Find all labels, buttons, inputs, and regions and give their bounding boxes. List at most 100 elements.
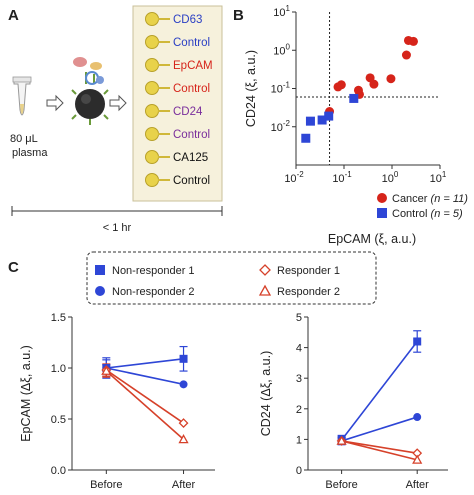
panel-c-letter: C — [8, 259, 19, 276]
data-point — [413, 413, 422, 422]
tube-volume-label: 80 μL — [10, 133, 38, 145]
x-tick-label: After — [406, 479, 430, 491]
chip-row-label: Control — [173, 37, 210, 49]
legend-control-label: Control (n = 5) — [392, 208, 463, 220]
data-point — [178, 418, 189, 428]
sensor-electrode-icon — [145, 12, 159, 26]
data-point — [179, 380, 188, 389]
sensor-electrode-icon — [145, 173, 159, 187]
y-axis-label: EpCAM (Δξ, a.u.) — [19, 345, 33, 442]
data-point — [412, 454, 423, 464]
panel-a-letter: A — [8, 7, 19, 24]
y-axis-label: CD24 (Δξ, a.u.) — [259, 351, 273, 437]
data-point — [101, 365, 112, 375]
data-point — [336, 435, 347, 445]
legend-label: Non-responder 2 — [112, 286, 195, 298]
sensor-electrode-icon — [145, 81, 159, 95]
panel-b-letter: B — [233, 7, 244, 24]
x-axis-label: EpCAM (ξ, a.u.) — [328, 232, 416, 246]
legend-marker — [258, 284, 272, 296]
time-scale-label: < 1 hr — [103, 222, 132, 234]
sensor-electrode-icon — [145, 104, 159, 118]
legend-marker — [259, 264, 271, 276]
control-point — [305, 116, 315, 126]
chip-row-label: Control — [173, 129, 210, 141]
bead-complex-icon — [71, 57, 109, 125]
sensor-electrode-icon — [145, 58, 159, 72]
cancer-point — [369, 79, 379, 89]
legend-label: Non-responder 1 — [112, 265, 195, 277]
legend-marker — [95, 265, 105, 275]
y-tick-label: 4 — [296, 343, 302, 355]
x-tick-label: Before — [90, 479, 122, 491]
control-point — [317, 115, 327, 125]
data-point — [179, 354, 188, 363]
y-tick-label: 2 — [296, 404, 302, 416]
chip-row-label: CA125 — [173, 152, 208, 164]
cancer-point — [401, 50, 411, 60]
legend-cancer-marker — [377, 193, 387, 203]
control-point — [301, 133, 311, 143]
series-line — [341, 416, 418, 442]
panel-a: A 80 μL plasma CD63 Control EpCAM Control CD… — [8, 5, 223, 234]
control-point — [324, 111, 334, 121]
series-line — [106, 367, 184, 386]
tube-sample-label: plasma — [12, 147, 48, 159]
series-line — [105, 369, 184, 424]
x-tick-label: After — [172, 479, 196, 491]
series-line — [105, 370, 185, 440]
y-tick-label: 5 — [296, 312, 302, 324]
y-tick-label: 1.5 — [51, 312, 66, 324]
legend-control-marker — [377, 208, 387, 218]
y-axis-label: CD24 (ξ, a.u.) — [244, 50, 258, 127]
chip-panel — [132, 5, 223, 202]
x-tick-label: 10-1 — [332, 170, 352, 185]
tube-icon — [12, 76, 32, 116]
legend-label: Responder 1 — [277, 265, 340, 277]
cancer-point — [408, 36, 418, 46]
data-point — [178, 434, 189, 444]
y-tick-label: 0 — [296, 465, 302, 477]
chip-row-label: CD24 — [173, 106, 203, 118]
panel-b: B 10-2 10-1 100 101 10-2 10-1 100 101 EpCAM (ξ, … — [233, 4, 468, 246]
chip-row-label: Control — [173, 175, 210, 187]
y-tick-label: 100 — [273, 42, 290, 57]
y-tick-label: 10-1 — [271, 81, 291, 96]
sensor-electrode-icon — [145, 127, 159, 141]
arrow-right-icon — [46, 94, 64, 112]
x-tick-label: 101 — [430, 170, 447, 185]
legend-label: Responder 2 — [277, 286, 340, 298]
control-point — [349, 93, 359, 103]
series-line — [340, 340, 418, 441]
chip-row-label: Control — [173, 83, 210, 95]
sensor-electrode-icon — [145, 35, 159, 49]
y-tick-label: 0.5 — [51, 414, 66, 426]
y-tick-label: 1 — [296, 434, 302, 446]
series-line — [341, 440, 418, 454]
y-tick-label: 1.0 — [51, 363, 66, 375]
cancer-point — [386, 74, 396, 84]
y-tick-label: 10-2 — [271, 119, 291, 134]
legend-marker — [95, 286, 105, 296]
x-tick-label: 100 — [382, 170, 399, 185]
y-tick-label: 3 — [296, 373, 302, 385]
series-line — [341, 440, 418, 461]
sensor-electrode-icon — [145, 150, 159, 164]
x-tick-label: Before — [325, 479, 357, 491]
scatter-legend: Cancer (n = 11) Control (n = 5) — [377, 193, 468, 220]
cancer-point — [336, 80, 346, 90]
panel-c: C Non-responder 1 Responder 1 Non-responde… — [8, 251, 448, 491]
series-line — [106, 358, 184, 369]
chip-row-label: EpCAM — [173, 60, 213, 72]
x-tick-label: 10-2 — [284, 170, 304, 185]
panel-c-legend-box — [86, 251, 377, 305]
time-scale-bar — [11, 206, 223, 216]
y-tick-label: 101 — [273, 4, 290, 19]
y-tick-label: 0.0 — [51, 465, 66, 477]
arrow-right-icon — [109, 94, 127, 112]
legend-cancer-label: Cancer (n = 11) — [392, 193, 468, 205]
data-point — [413, 337, 422, 346]
chip-row-label: CD63 — [173, 14, 202, 26]
